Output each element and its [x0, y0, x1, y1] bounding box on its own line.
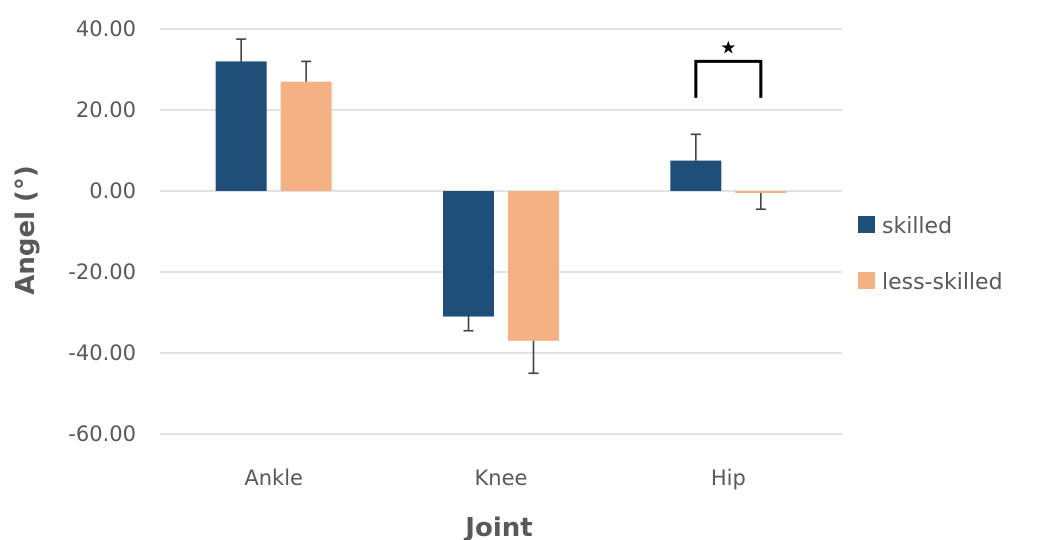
x-axis-title: Joint [463, 513, 532, 540]
legend-label-less-skilled: less-skilled [882, 270, 1003, 295]
y-tick-label: -40.00 [68, 341, 136, 365]
bar-less-skilled-hip [735, 191, 787, 194]
error-bar-skilled-ankle [236, 38, 247, 62]
bar-skilled-knee [443, 191, 494, 317]
error-bar-less-skilled-ankle [301, 60, 312, 82]
x-tick-label: Knee [475, 466, 528, 490]
legend-swatch-less-skilled [858, 272, 875, 289]
bar-skilled-hip [670, 160, 722, 191]
y-tick-label: 20.00 [76, 98, 136, 122]
x-axis-ticks: Ankle Knee Hip [244, 466, 745, 490]
legend-swatch-skilled [858, 216, 875, 233]
annotations: ★ [694, 37, 763, 98]
y-tick-label: -20.00 [68, 260, 136, 284]
gridlines [160, 28, 842, 435]
bar-less-skilled-ankle [280, 81, 332, 191]
y-axis-ticks: 40.00 20.00 0.00 -20.00 -40.00 -60.00 [68, 17, 136, 446]
legend: skilled less-skilled [858, 214, 1003, 295]
error-bar-skilled-hip [690, 133, 701, 161]
significance-star: ★ [720, 37, 736, 58]
bars [215, 61, 787, 341]
error-bar-skilled-knee [463, 316, 474, 332]
x-tick-label: Ankle [244, 466, 303, 490]
error-bar-less-skilled-hip [755, 193, 766, 211]
error-bar-less-skilled-knee [528, 340, 539, 375]
significance-bracket [694, 59, 763, 98]
y-tick-label: 40.00 [76, 17, 136, 41]
bar-less-skilled-knee [508, 191, 559, 341]
error-bars [236, 38, 766, 375]
y-tick-label: 0.00 [89, 179, 136, 203]
legend-label-skilled: skilled [882, 214, 952, 239]
y-axis-title: Angel (°) [11, 165, 41, 295]
y-tick-label: -60.00 [68, 422, 136, 446]
x-tick-label: Hip [711, 466, 746, 490]
bar-skilled-ankle [215, 61, 267, 192]
